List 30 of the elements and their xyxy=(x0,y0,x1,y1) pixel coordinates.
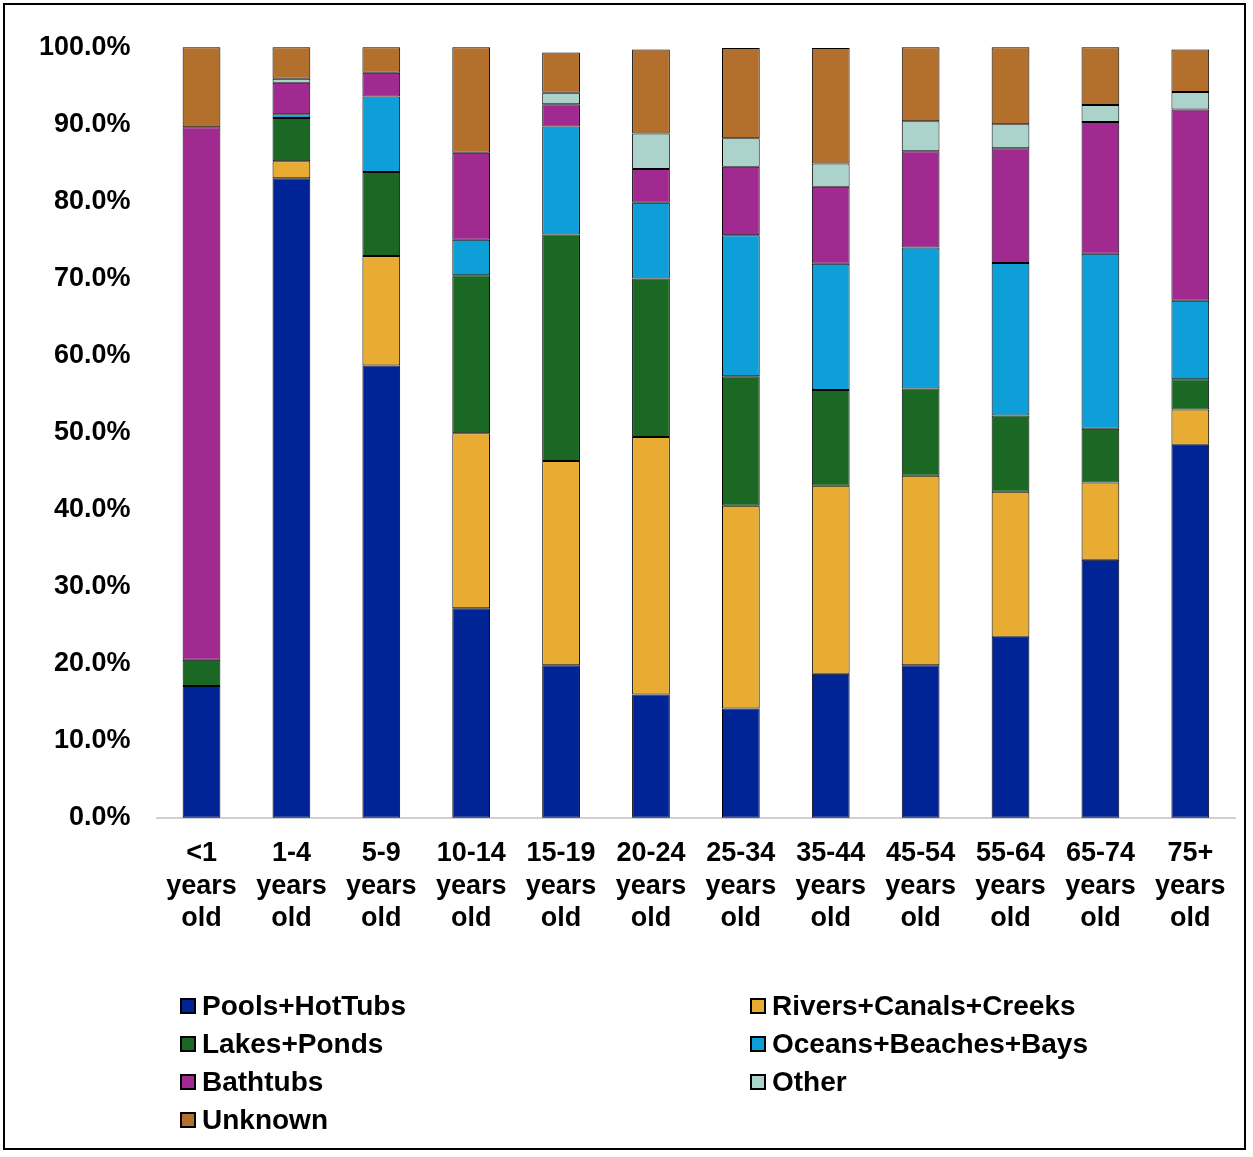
legend-label: Oceans+Beaches+Bays xyxy=(772,1028,1088,1060)
y-tick-label: 40.0% xyxy=(54,493,131,524)
x-tick-label: 65-74 years old xyxy=(1065,837,1136,933)
x-tick-label: 75+ years old xyxy=(1155,837,1226,933)
y-tick-label: 80.0% xyxy=(54,184,131,215)
y-tick-label: 90.0% xyxy=(54,107,131,138)
y-tick-label: 10.0% xyxy=(54,724,131,755)
x-tick-label: 25-34 years old xyxy=(705,837,777,933)
legend-label: Pools+HotTubs xyxy=(202,990,407,1022)
x-tick-label: 35-44 years old xyxy=(795,837,867,933)
y-tick-label: 70.0% xyxy=(54,261,131,292)
y-tick-label: 60.0% xyxy=(54,338,131,369)
y-tick-label: 20.0% xyxy=(54,647,131,678)
y-tick-label: 50.0% xyxy=(54,415,131,446)
legend-label: Bathtubs xyxy=(202,1066,324,1098)
x-tick-label: 55-64 years old xyxy=(975,837,1046,933)
y-tick-label: 30.0% xyxy=(54,570,131,601)
legend-label: Unknown xyxy=(202,1104,328,1136)
y-tick-label: 100.0% xyxy=(39,30,131,61)
x-tick-label: 10-14 years old xyxy=(435,837,507,933)
x-tick-label: 45-54 years old xyxy=(885,837,956,933)
y-tick-label: 0.0% xyxy=(69,801,131,832)
legend-label: Rivers+Canals+Creeks xyxy=(772,990,1076,1022)
x-tick-label: 20-24 years old xyxy=(615,837,687,933)
x-tick-label: 5-9 years old xyxy=(346,837,417,933)
x-tick-label: 15-19 years old xyxy=(525,837,597,933)
legend-label: Lakes+Ponds xyxy=(202,1028,384,1060)
x-tick-label: 1-4 years old xyxy=(256,837,327,933)
legend-label: Other xyxy=(772,1066,847,1098)
x-tick-label: <1 years old xyxy=(166,837,237,933)
